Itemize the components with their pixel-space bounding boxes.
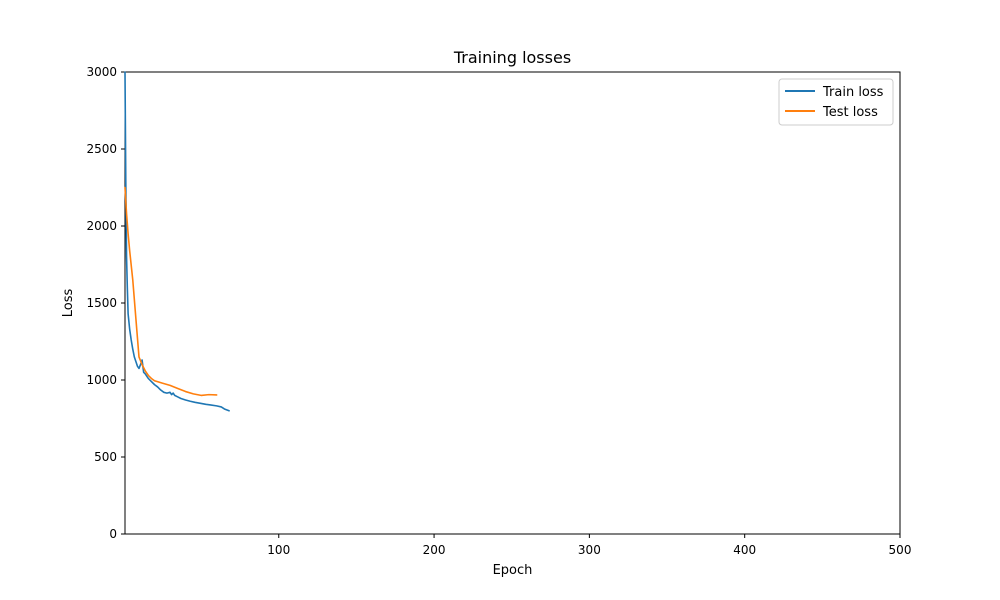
x-tick-label: 400 [733,543,756,557]
legend: Train loss Test loss [778,78,894,126]
y-tick-label: 0 [109,527,117,541]
y-axis-label: Loss [61,289,76,318]
train-loss-line [124,71,230,412]
y-tick-label: 2500 [86,142,117,156]
plot-area [124,71,901,535]
legend-test-label: Test loss [822,105,878,120]
test-loss-line [124,186,218,397]
x-tick-label: 500 [889,543,912,557]
legend-train-label: Train loss [822,85,884,100]
chart-title: Training losses [453,48,571,67]
y-tick-label: 1500 [86,296,117,310]
x-tick-label: 100 [267,543,290,557]
y-tick-label: 2000 [86,219,117,233]
x-tick-label: 200 [423,543,446,557]
y-tick-label: 1000 [86,373,117,387]
x-tick-label: 300 [578,543,601,557]
y-tick-label: 3000 [86,65,117,79]
y-tick-label: 500 [94,450,117,464]
series-group [124,71,230,412]
x-axis-label: Epoch [493,563,533,578]
y-axis-ticks: 0 500 1000 1500 2000 2500 3000 [86,65,125,541]
x-axis-ticks: 100 200 300 400 500 [267,534,911,557]
